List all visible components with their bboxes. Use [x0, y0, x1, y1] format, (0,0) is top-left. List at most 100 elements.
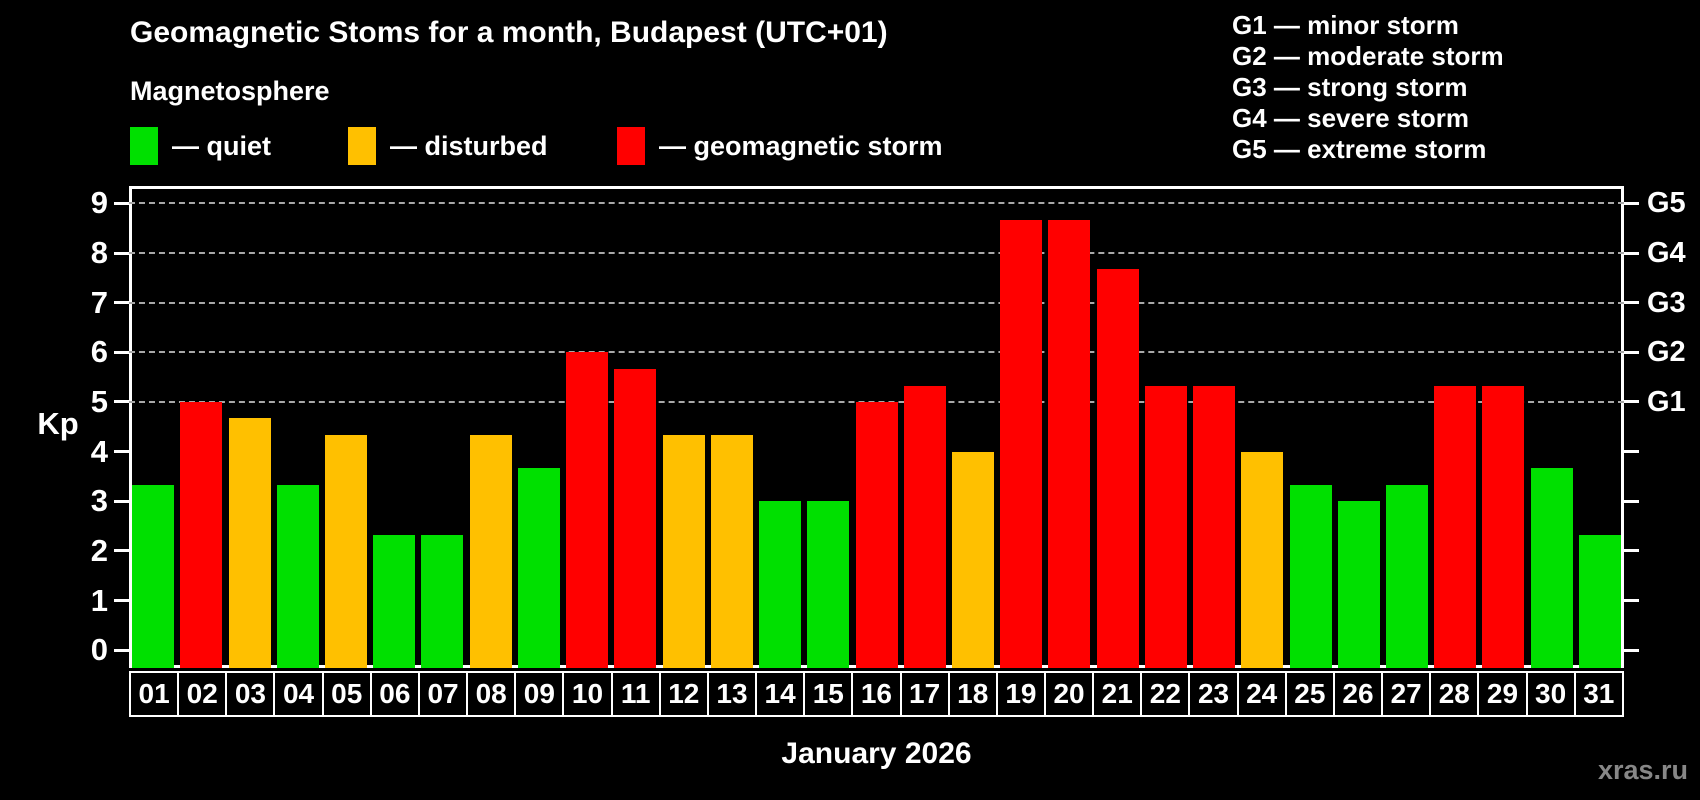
- day-label-21: 21: [1092, 671, 1143, 717]
- bar-day-19: [1000, 219, 1043, 668]
- y-axis-tick-right-6: [1624, 350, 1639, 354]
- quiet-color-swatch: [130, 127, 158, 165]
- legend-label-disturbed: — disturbed: [390, 130, 548, 161]
- y-axis-label: Kp: [37, 406, 79, 441]
- day-label-24: 24: [1236, 671, 1287, 717]
- y-axis-tick-right-5: [1624, 400, 1639, 404]
- bar-day-26: [1337, 501, 1380, 668]
- y-axis-tick-label-7: 7: [90, 284, 108, 320]
- bar-day-22: [1144, 385, 1187, 668]
- bar-day-16: [855, 401, 898, 668]
- legend-item-storm: — geomagnetic storm: [617, 126, 943, 166]
- bar-day-28: [1434, 385, 1477, 668]
- day-label-02: 02: [177, 671, 228, 717]
- y-axis-tick-left-0: [114, 648, 129, 652]
- bar-day-01: [132, 484, 175, 668]
- bar-day-15: [807, 501, 850, 668]
- storm-scale-legend-line-g5: G5 — extreme storm: [1232, 134, 1487, 164]
- bar-day-09: [517, 468, 560, 668]
- day-label-28: 28: [1429, 671, 1480, 717]
- day-label-15: 15: [803, 671, 854, 717]
- x-axis-day-row: 01 02 03 04 05 06 07 08 09 10 11 12 13 14 15 16 17 18 19 20…: [129, 671, 1624, 717]
- gridline-kp-8: [129, 252, 1624, 254]
- plot-area: [129, 186, 1624, 668]
- day-label-12: 12: [658, 671, 709, 717]
- legend-label-quiet: — quiet: [172, 130, 271, 161]
- day-label-14: 14: [755, 671, 806, 717]
- gridline-kp-6: [129, 351, 1624, 354]
- day-label-23: 23: [1188, 671, 1239, 717]
- bar-day-23: [1193, 385, 1236, 668]
- bar-day-12: [662, 435, 705, 668]
- y-axis-tick-right-8: [1624, 251, 1639, 255]
- chart-title: Geomagnetic Stoms for a month, Budapest …: [130, 16, 888, 49]
- y-axis-tick-label-5: 5: [90, 383, 108, 419]
- bar-day-14: [759, 501, 802, 668]
- y-axis-tick-label-3: 3: [90, 483, 108, 519]
- day-label-04: 04: [273, 671, 324, 717]
- bar-day-27: [1385, 484, 1428, 668]
- bar-day-11: [614, 368, 657, 668]
- day-label-19: 19: [995, 671, 1046, 717]
- day-label-22: 22: [1140, 671, 1191, 717]
- y-axis-tick-left-1: [114, 599, 129, 602]
- y-axis-tick-left-8: [114, 251, 129, 255]
- storm-scale-legend: G1 — minor storm G2 — moderate storm G3 …: [1232, 10, 1504, 165]
- right-axis-label-g5: G5: [1647, 187, 1686, 220]
- bar-day-06: [373, 534, 416, 668]
- storm-scale-legend-line-g4: G4 — severe storm: [1232, 103, 1470, 133]
- day-label-25: 25: [1284, 671, 1335, 717]
- day-label-05: 05: [321, 671, 372, 717]
- legend-item-disturbed: — disturbed: [348, 126, 548, 166]
- day-label-31: 31: [1573, 671, 1624, 717]
- y-axis-tick-label-4: 4: [90, 433, 108, 469]
- y-axis-tick-label-6: 6: [90, 334, 108, 370]
- bar-day-18: [951, 451, 994, 668]
- bar-day-31: [1578, 534, 1621, 668]
- bar-day-17: [903, 385, 946, 668]
- bar-day-03: [228, 418, 271, 668]
- day-label-03: 03: [225, 671, 276, 717]
- y-axis-tick-label-0: 0: [90, 632, 108, 668]
- legend-label-storm: — geomagnetic storm: [659, 130, 943, 161]
- y-axis-tick-left-3: [114, 499, 129, 503]
- y-axis-tick-left-6: [114, 350, 129, 354]
- day-label-27: 27: [1381, 671, 1432, 717]
- day-label-30: 30: [1525, 671, 1576, 717]
- y-axis-tick-right-4: [1624, 450, 1639, 454]
- storm-color-swatch: [617, 127, 645, 165]
- y-axis-tick-right-7: [1624, 301, 1639, 305]
- x-axis-title: January 2026: [781, 737, 972, 770]
- day-label-06: 06: [369, 671, 420, 717]
- gridline-kp-7: [129, 301, 1624, 304]
- right-axis-label-g3: G3: [1647, 286, 1686, 319]
- day-label-01: 01: [129, 671, 180, 717]
- bar-day-29: [1482, 385, 1525, 668]
- bar-day-07: [421, 534, 464, 668]
- day-label-08: 08: [466, 671, 517, 717]
- day-label-11: 11: [610, 671, 661, 717]
- right-axis-label-g2: G2: [1647, 336, 1686, 369]
- bar-day-04: [276, 484, 319, 668]
- y-axis-tick-left-9: [114, 201, 129, 205]
- right-axis-label-g4: G4: [1647, 237, 1686, 269]
- y-axis-tick-right-9: [1624, 201, 1639, 205]
- y-axis-tick-right-2: [1624, 549, 1639, 553]
- y-axis-tick-label-9: 9: [90, 185, 108, 221]
- watermark-text: xras.ru: [1597, 755, 1688, 785]
- y-axis-tick-left-5: [114, 400, 129, 404]
- chart-subtitle: Magnetosphere: [130, 76, 330, 106]
- gridline-kp-9: [129, 202, 1624, 205]
- day-label-10: 10: [562, 671, 613, 717]
- bar-day-02: [180, 401, 223, 668]
- bar-day-30: [1530, 468, 1573, 668]
- storm-scale-legend-line-g3: G3 — strong storm: [1232, 72, 1468, 102]
- storm-scale-legend-line-g2: G2 — moderate storm: [1232, 41, 1504, 71]
- day-label-13: 13: [706, 671, 758, 717]
- y-axis-tick-right-0: [1624, 648, 1639, 652]
- y-axis-tick-right-3: [1624, 499, 1639, 503]
- y-axis-tick-left-2: [114, 549, 129, 553]
- bar-day-20: [1048, 219, 1091, 668]
- disturbed-color-swatch: [348, 127, 376, 165]
